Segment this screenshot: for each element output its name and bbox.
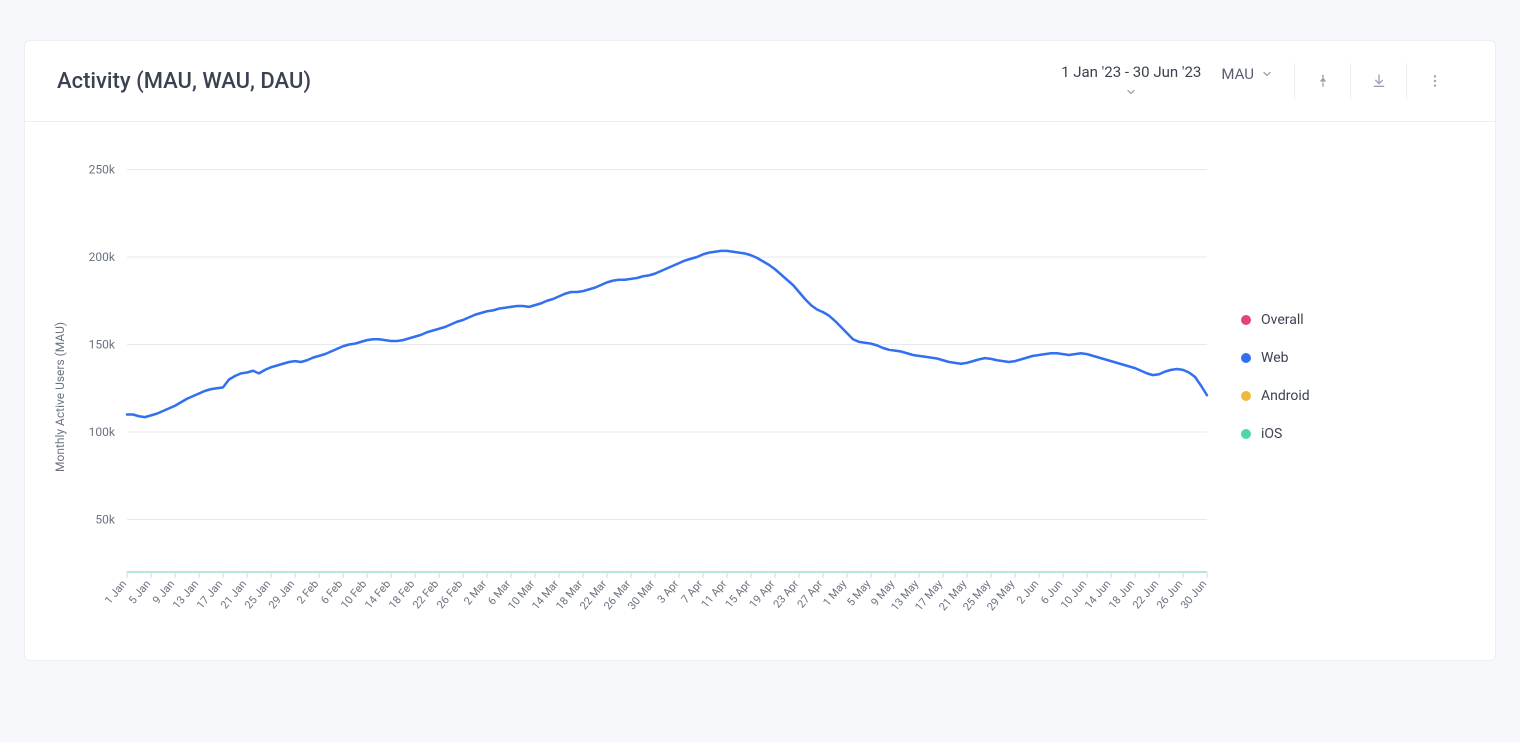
svg-text:30 Jun: 30 Jun: [1178, 578, 1209, 612]
date-range-text: 1 Jan '23 - 30 Jun '23: [1061, 63, 1201, 81]
chart-legend: Overall Web Android iOS: [1217, 142, 1310, 652]
activity-card: Activity (MAU, WAU, DAU) 1 Jan '23 - 30 …: [24, 40, 1496, 661]
pin-icon: [1315, 73, 1331, 89]
card-body: Monthly Active Users (MAU) 50k 100k 150k 20…: [25, 122, 1495, 660]
svg-text:11 Apr: 11 Apr: [699, 577, 730, 610]
legend-item-ios[interactable]: iOS: [1241, 426, 1310, 442]
svg-text:30 Mar: 30 Mar: [625, 577, 657, 612]
svg-text:1 May: 1 May: [820, 577, 850, 609]
legend-item-android[interactable]: Android: [1241, 388, 1310, 404]
svg-text:23 Apr: 23 Apr: [771, 577, 802, 610]
svg-text:29 Jan: 29 Jan: [266, 578, 297, 612]
download-icon: [1371, 73, 1387, 89]
svg-text:50k: 50k: [95, 513, 115, 527]
pin-button[interactable]: [1295, 63, 1351, 99]
svg-text:27 Apr: 27 Apr: [795, 577, 826, 610]
y-axis-label: Monthly Active Users (MAU): [49, 142, 67, 652]
svg-text:2 Jun: 2 Jun: [1014, 578, 1041, 607]
legend-dot-icon: [1241, 353, 1251, 363]
svg-text:5 May: 5 May: [844, 577, 874, 609]
svg-text:5 Jan: 5 Jan: [126, 578, 153, 607]
date-range-picker[interactable]: 1 Jan '23 - 30 Jun '23: [1061, 63, 1201, 99]
svg-text:100k: 100k: [89, 425, 116, 439]
legend-item-web[interactable]: Web: [1241, 350, 1310, 366]
metric-select[interactable]: MAU: [1221, 63, 1274, 83]
more-button[interactable]: [1407, 63, 1463, 99]
legend-label: iOS: [1261, 426, 1282, 442]
more-vertical-icon: [1427, 73, 1443, 89]
svg-text:29 May: 29 May: [984, 577, 1017, 613]
svg-text:250k: 250k: [89, 163, 116, 177]
legend-label: Overall: [1261, 312, 1304, 328]
legend-dot-icon: [1241, 429, 1251, 439]
svg-text:26 Feb: 26 Feb: [434, 578, 465, 612]
svg-text:2 Feb: 2 Feb: [294, 578, 321, 607]
download-button[interactable]: [1351, 63, 1407, 99]
card-header: Activity (MAU, WAU, DAU) 1 Jan '23 - 30 …: [25, 41, 1495, 122]
card-title: Activity (MAU, WAU, DAU): [57, 69, 311, 94]
legend-item-overall[interactable]: Overall: [1241, 312, 1310, 328]
legend-dot-icon: [1241, 391, 1251, 401]
legend-label: Web: [1261, 350, 1289, 366]
svg-text:15 Apr: 15 Apr: [723, 577, 754, 610]
svg-text:19 Apr: 19 Apr: [747, 577, 778, 610]
metric-select-label: MAU: [1221, 65, 1254, 83]
svg-text:2 Mar: 2 Mar: [461, 577, 489, 607]
svg-text:1 Jan: 1 Jan: [102, 578, 129, 607]
line-chart: 50k100k150k200k250k1 Jan5 Jan9 Jan13 Jan…: [67, 142, 1217, 652]
svg-text:150k: 150k: [89, 338, 116, 352]
chevron-down-icon: [1260, 67, 1274, 81]
header-controls: 1 Jan '23 - 30 Jun '23 MAU: [1061, 63, 1463, 99]
chevron-down-icon: [1124, 85, 1138, 99]
svg-text:3 Apr: 3 Apr: [655, 577, 682, 605]
card-toolbar: [1294, 63, 1463, 99]
svg-text:200k: 200k: [89, 250, 116, 264]
legend-dot-icon: [1241, 315, 1251, 325]
legend-label: Android: [1261, 388, 1310, 404]
